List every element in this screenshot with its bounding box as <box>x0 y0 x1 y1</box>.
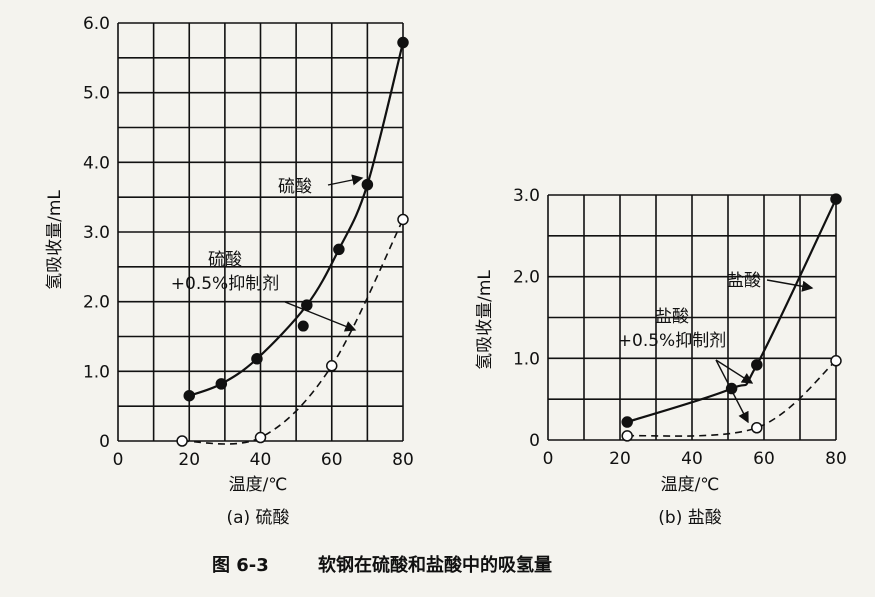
annotation-arrow <box>284 301 357 332</box>
y-tick-label: 4.0 <box>83 153 110 173</box>
y-tick-label: 0 <box>99 432 110 452</box>
series-line-inhibitor <box>182 219 404 445</box>
series-label-inhibitor-line2: +0.5%抑制剂 <box>618 331 726 351</box>
data-point-open <box>621 430 633 442</box>
y-tick-label: 2.0 <box>513 268 540 288</box>
series-label-inhibitor-line1: 盐酸 <box>655 307 689 327</box>
data-point-open <box>397 213 409 226</box>
series-line-inhibitor <box>627 360 837 437</box>
figure-number: 图 6-3 <box>212 555 269 576</box>
annotation-arrow <box>715 359 749 424</box>
annotation-arrow <box>327 174 364 186</box>
data-point-open <box>254 431 267 444</box>
data-point-filled <box>751 359 763 371</box>
x-tick-label: 80 <box>392 450 414 470</box>
series-label-acid: 硫酸 <box>278 177 312 197</box>
chart-a-grid <box>117 22 404 442</box>
chart-b-grid <box>547 194 837 441</box>
data-point-filled <box>830 193 842 205</box>
data-point-filled <box>621 416 633 428</box>
y-tick-label: 5.0 <box>83 84 110 104</box>
chart-b-x-axis-label: 温度/℃ <box>661 475 720 495</box>
y-tick-label: 0 <box>529 431 540 451</box>
annotation-arrow <box>766 279 814 292</box>
chart-a-caption: (a) 硫酸 <box>226 508 289 528</box>
x-tick-label: 0 <box>113 450 124 470</box>
figure-title: 软钢在硫酸和盐酸中的吸氢量 <box>318 554 552 576</box>
data-point-filled <box>297 320 309 332</box>
data-point-open <box>830 355 842 367</box>
series-label-inhibitor-line1: 硫酸 <box>208 250 242 270</box>
chart-b-caption: (b) 盐酸 <box>658 508 721 528</box>
data-point-open <box>326 360 338 372</box>
series-label-acid: 盐酸 <box>727 271 761 291</box>
x-tick-label: 60 <box>753 449 775 469</box>
x-tick-label: 40 <box>250 450 272 470</box>
data-point-filled <box>397 36 409 49</box>
x-tick-label: 0 <box>543 449 554 469</box>
chart-b-y-axis-label: 氢吸收量/mL <box>475 270 495 370</box>
chart-b-tick-labels: 0 20 40 60 80 0 1.0 2.0 3.0 <box>513 186 847 469</box>
data-point-filled <box>361 178 374 191</box>
x-tick-label: 20 <box>609 449 631 469</box>
chart-a-tick-labels: 0 20 40 60 80 0 1.0 2.0 3.0 4.0 5.0 6.0 <box>83 14 414 470</box>
y-tick-label: 2.0 <box>83 293 110 313</box>
series-label-inhibitor-line2: +0.5%抑制剂 <box>171 274 279 294</box>
y-tick-label: 6.0 <box>83 14 110 34</box>
chart-a-y-axis-label: 氢吸收量/mL <box>45 190 65 290</box>
data-point-filled <box>251 353 263 365</box>
data-point-filled <box>215 378 228 390</box>
annotation-arrow <box>715 359 754 384</box>
data-point-filled <box>725 382 738 395</box>
y-tick-label: 1.0 <box>83 362 110 382</box>
x-tick-label: 60 <box>321 450 343 470</box>
chart-a-x-axis-label: 温度/℃ <box>229 475 288 495</box>
x-tick-label: 40 <box>681 449 703 469</box>
x-tick-label: 80 <box>825 449 847 469</box>
y-tick-label: 3.0 <box>513 186 540 206</box>
chart-a-series <box>176 36 409 447</box>
data-point-filled <box>333 243 345 256</box>
y-tick-label: 1.0 <box>513 349 540 369</box>
y-tick-label: 3.0 <box>83 223 110 243</box>
data-point-open <box>176 435 188 447</box>
data-point-filled <box>183 389 195 402</box>
x-tick-label: 20 <box>178 450 200 470</box>
data-point-open <box>751 422 763 434</box>
